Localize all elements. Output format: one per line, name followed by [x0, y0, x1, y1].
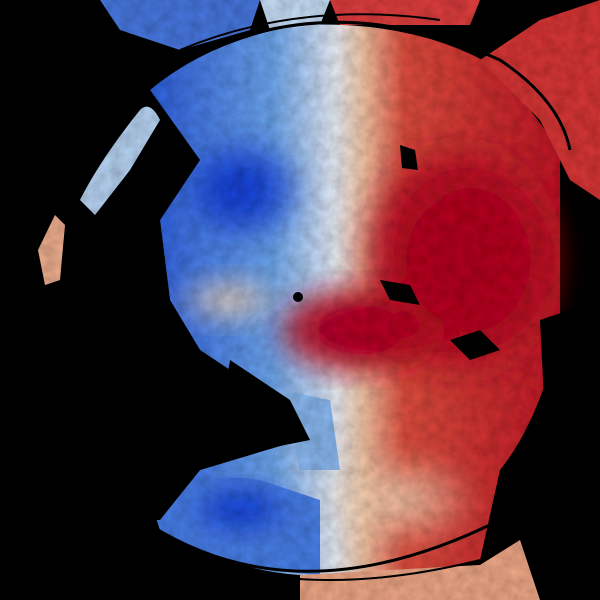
outbound-core: [170, 130, 310, 250]
gap: [0, 0, 300, 600]
range-ring: [149, 518, 501, 573]
velocity-region: [330, 0, 480, 25]
echo-field: [38, 0, 600, 600]
velocity-region: [100, 0, 260, 50]
transition-zone: [320, 450, 480, 550]
range-ring: [179, 13, 441, 51]
gap: [220, 360, 310, 450]
gap: [450, 330, 500, 360]
left-echo: [38, 106, 160, 285]
gap: [380, 280, 420, 305]
outbound-core: [180, 480, 300, 540]
inbound-core: [270, 280, 450, 380]
gap: [400, 145, 418, 170]
range-ring: [129, 20, 572, 151]
range-rings: [129, 13, 572, 581]
velocity-region: [300, 540, 540, 600]
velocity-region: [38, 215, 65, 285]
gap: [540, 300, 600, 600]
radar-site: [293, 292, 303, 302]
range-ring: [199, 559, 481, 581]
velocity-region: [80, 106, 160, 215]
transition-zone: [170, 270, 290, 330]
